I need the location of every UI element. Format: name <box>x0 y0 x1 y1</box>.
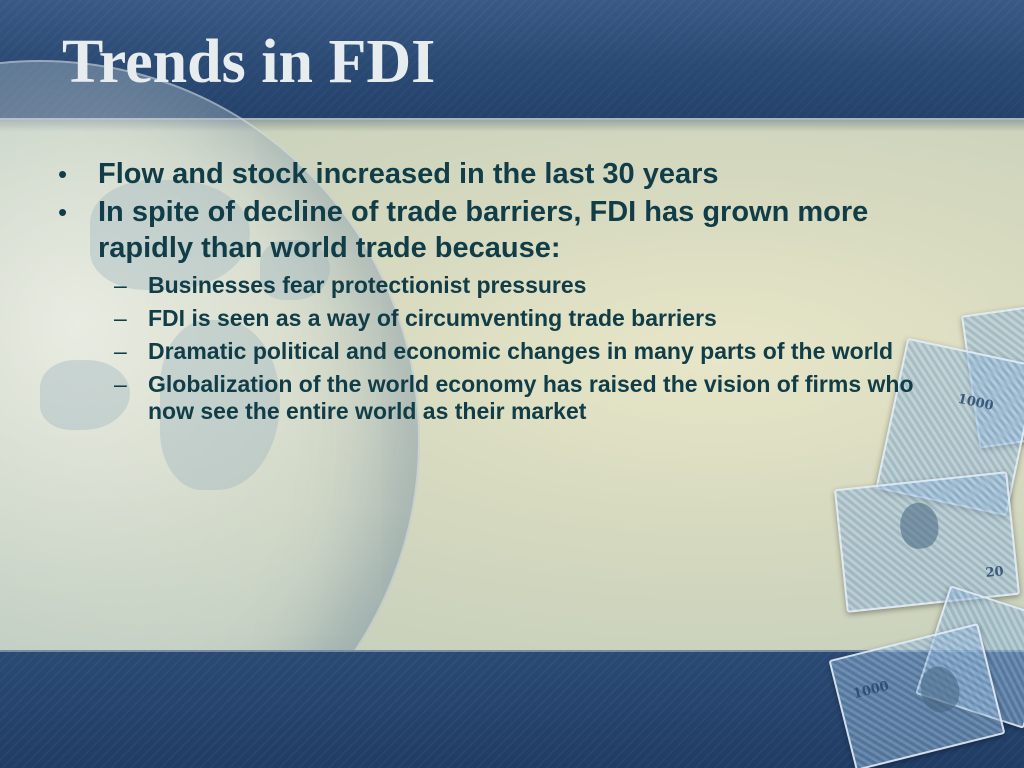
sub-bullet-list: – Businesses fear protectionist pressure… <box>56 272 926 425</box>
sub-bullet-item: – Businesses fear protectionist pressure… <box>56 272 926 299</box>
sub-bullet-marker: – <box>114 371 127 397</box>
sub-bullet-item: – Globalization of the world economy has… <box>56 371 926 425</box>
sub-bullet-text: Businesses fear protectionist pressures <box>148 272 587 298</box>
bullet-text: In spite of decline of trade barriers, F… <box>98 196 869 264</box>
bullet-marker: • <box>58 159 68 189</box>
banknote-denomination: 20 <box>984 564 1005 582</box>
bullet-marker: • <box>58 197 68 227</box>
sub-bullet-text: Dramatic political and economic changes … <box>148 338 894 364</box>
sub-bullet-item: – FDI is seen as a way of circumventing … <box>56 305 926 332</box>
sub-bullet-text: FDI is seen as a way of circumventing tr… <box>148 305 717 331</box>
sub-bullet-item: – Dramatic political and economic change… <box>56 338 926 365</box>
banknote-denomination: 1000 <box>851 678 891 703</box>
header-divider <box>0 118 1024 120</box>
slide-title: Trends in FDI <box>62 28 436 96</box>
sub-bullet-marker: – <box>114 305 127 331</box>
footer-divider <box>0 650 1024 652</box>
sub-bullet-marker: – <box>114 338 127 364</box>
bullet-item: • Flow and stock increased in the last 3… <box>56 156 926 192</box>
banknote-portrait <box>915 662 964 717</box>
banknote-portrait <box>897 500 941 551</box>
banknote-denomination: 1000 <box>956 391 995 414</box>
banknote: 1000 <box>828 623 1006 768</box>
bullet-item: • In spite of decline of trade barriers,… <box>56 194 926 266</box>
sub-bullet-text: Globalization of the world economy has r… <box>148 371 914 424</box>
bullet-text: Flow and stock increased in the last 30 … <box>98 158 719 190</box>
slide-body: • Flow and stock increased in the last 3… <box>56 156 926 431</box>
sub-bullet-marker: – <box>114 272 127 298</box>
banknote: 20 <box>833 471 1021 613</box>
